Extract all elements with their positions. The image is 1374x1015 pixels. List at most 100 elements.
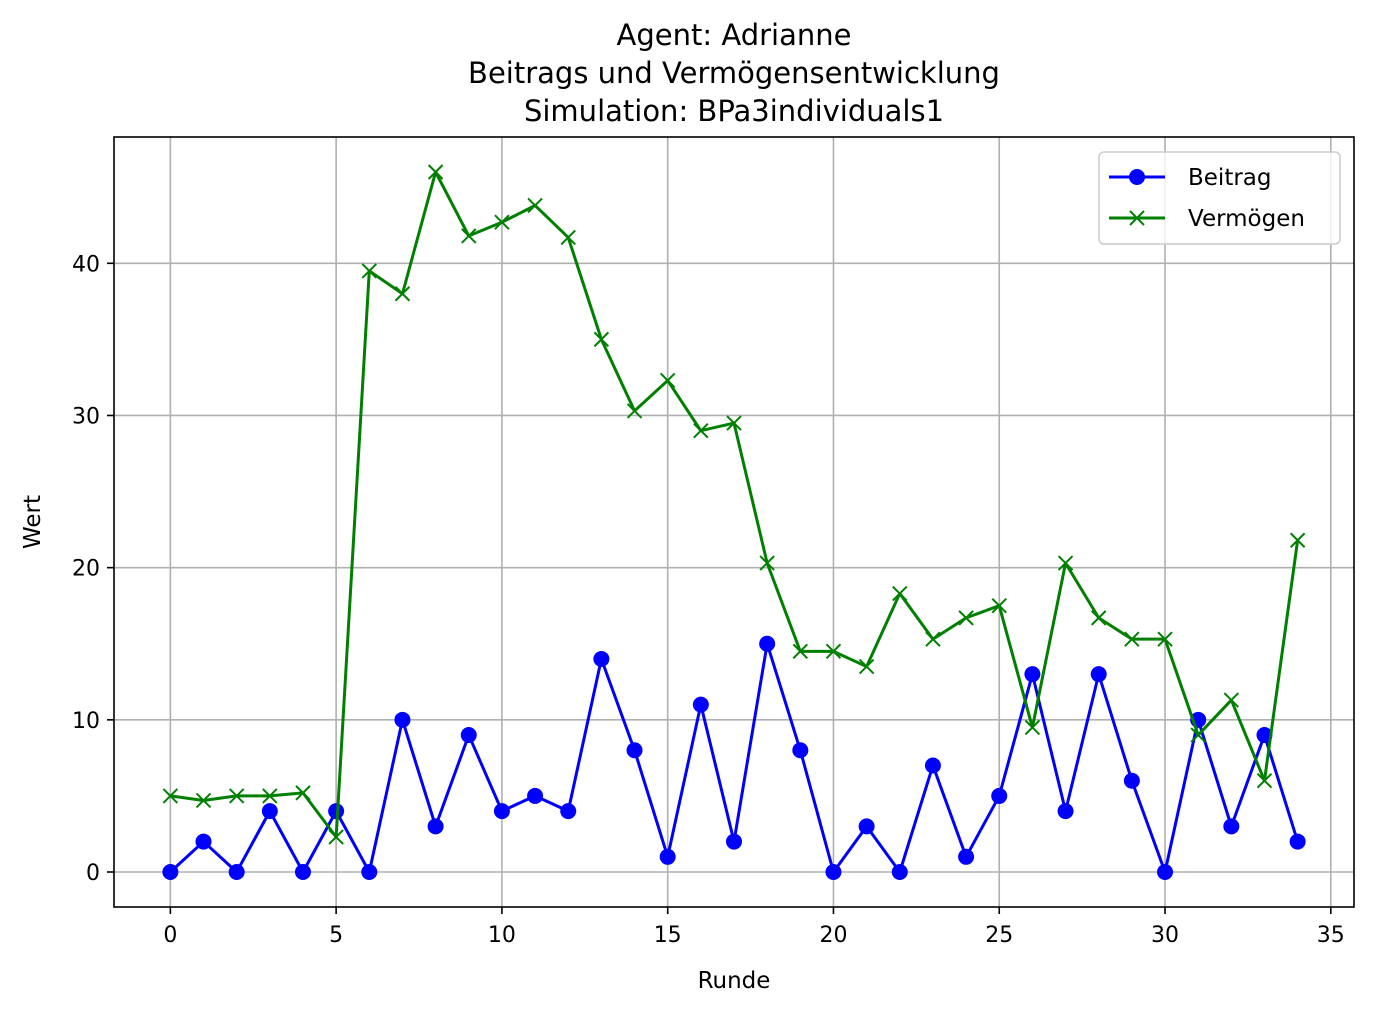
- vermoegen-point: [427, 164, 444, 180]
- chart-title-line-2: Beitrags und Vermögensentwicklung: [468, 56, 1000, 90]
- x-tick-label: 15: [654, 923, 682, 948]
- beitrag-point: [162, 864, 179, 880]
- beitrag-point: [328, 803, 345, 820]
- y-tick-label: 20: [72, 557, 100, 582]
- beitrag-point: [1090, 666, 1107, 683]
- legend-beitrag-label: Beitrag: [1188, 165, 1272, 191]
- vermoegen-series-line: [170, 170, 1300, 839]
- beitrag-point: [1057, 803, 1074, 820]
- vermoegen-point: [1090, 610, 1107, 626]
- beitrag-point: [593, 650, 610, 667]
- x-tick-label: 0: [163, 923, 177, 948]
- chart-title: Agent: Adrianne Beitrags und Vermögensen…: [468, 18, 1000, 128]
- vermoegen-point: [461, 228, 477, 244]
- x-tick-label: 20: [819, 923, 847, 948]
- beitrag-point: [1157, 864, 1174, 880]
- x-tick-label: 25: [985, 923, 1013, 948]
- vermoegen-point: [726, 415, 742, 431]
- vermoegen-point: [494, 214, 510, 230]
- y-tick-label: 0: [86, 861, 100, 886]
- vermoegen-point: [593, 331, 610, 348]
- vermoegen-point: [759, 555, 775, 571]
- vermoegen-point: [295, 785, 311, 801]
- vermoegen-point: [195, 792, 212, 809]
- beitrag-point: [1024, 666, 1041, 683]
- beitrag-point: [825, 864, 842, 880]
- y-tick-label: 40: [72, 252, 100, 277]
- series-layer: [162, 164, 1306, 880]
- beitrag-point: [958, 848, 975, 865]
- beitrag-point: [626, 742, 643, 759]
- vermoegen-point: [527, 197, 543, 214]
- x-tick-label: 5: [329, 923, 343, 948]
- vermoegen-point: [925, 631, 941, 647]
- beitrag-point: [493, 803, 510, 820]
- vermoegen-point: [1124, 631, 1140, 647]
- chart-title-line-1: Agent: Adrianne: [617, 18, 852, 52]
- beitrag-point: [1256, 727, 1273, 744]
- vermoegen-point: [858, 658, 875, 675]
- beitrag-point: [759, 635, 776, 652]
- beitrag-point: [991, 787, 1008, 804]
- legend-box: [1098, 151, 1341, 245]
- y-axis-label: Wert: [20, 495, 46, 549]
- beitrag-point: [361, 864, 378, 880]
- beitrag-point: [692, 696, 709, 713]
- vermoegen-point: [626, 403, 643, 419]
- vermoegen-point: [1223, 692, 1240, 708]
- legend-vermoegen-label: Vermögen: [1188, 206, 1305, 232]
- vermoegen-point: [693, 422, 709, 439]
- beitrag-point: [726, 833, 742, 850]
- vermoegen-point: [1289, 532, 1306, 548]
- vermoegen-point: [1256, 772, 1273, 789]
- y-tick-label: 10: [72, 709, 100, 734]
- axis-ticks: 0 5 10 15 20 25 30 35 0 10 20 30 40: [72, 252, 1345, 948]
- vermoegen-point: [892, 585, 908, 602]
- beitrag-point: [560, 803, 577, 820]
- vermoegen-point: [1024, 719, 1041, 736]
- x-tick-label: 35: [1317, 923, 1345, 948]
- beitrag-point: [427, 818, 444, 835]
- y-tick-label: 30: [72, 404, 100, 429]
- vermoegen-point: [262, 788, 278, 804]
- beitrag-point: [195, 833, 212, 850]
- vermoegen-point: [825, 643, 842, 660]
- x-axis-label: Runde: [698, 968, 771, 994]
- beitrag-point: [1289, 833, 1306, 850]
- vermoegen-point: [394, 286, 411, 302]
- vermoegen-point: [162, 788, 179, 804]
- legend-beitrag-marker: [1129, 169, 1145, 185]
- beitrag-point: [924, 757, 941, 774]
- vermoegen-point: [958, 610, 974, 626]
- beitrag-point: [294, 864, 311, 880]
- vermoegen-point: [659, 372, 676, 389]
- legend-vermoegen-marker: [1129, 210, 1145, 226]
- beitrag-point: [394, 711, 411, 728]
- x-tick-label: 10: [488, 923, 516, 948]
- vermoegen-point: [1190, 727, 1206, 743]
- beitrag-point: [1123, 772, 1140, 789]
- beitrag-point: [858, 818, 875, 835]
- grid-lines: [114, 137, 1354, 907]
- beitrag-point: [460, 727, 477, 744]
- x-tick-label: 30: [1151, 923, 1179, 948]
- vermoegen-point: [361, 263, 378, 279]
- beitrag-point: [792, 742, 809, 759]
- vermoegen-point: [991, 597, 1007, 614]
- beitrag-point: [228, 864, 245, 880]
- vermoegen-point: [228, 788, 245, 804]
- legend: Beitrag Vermögen: [1098, 151, 1341, 245]
- beitrag-point: [527, 787, 544, 804]
- vermoegen-point: [328, 829, 344, 845]
- chart-title-line-3: Simulation: BPa3individuals1: [524, 94, 944, 128]
- vermoegen-point: [792, 643, 809, 660]
- plot-area-frame: [113, 136, 1355, 908]
- beitrag-point: [261, 803, 278, 820]
- beitrag-point: [1223, 818, 1240, 835]
- vermoegen-point: [1057, 555, 1074, 571]
- vermoegen-point: [560, 229, 576, 246]
- beitrag-point: [891, 864, 908, 880]
- vermoegen-point: [1157, 631, 1173, 647]
- beitrag-point: [659, 848, 676, 865]
